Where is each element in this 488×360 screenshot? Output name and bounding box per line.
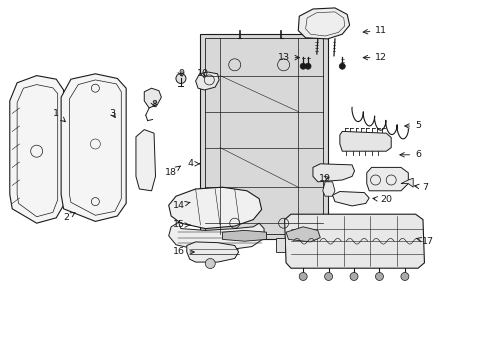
- Polygon shape: [339, 131, 390, 151]
- Text: 8: 8: [151, 100, 157, 109]
- Circle shape: [176, 73, 185, 84]
- Polygon shape: [168, 187, 261, 229]
- FancyBboxPatch shape: [200, 34, 327, 239]
- Text: 16: 16: [172, 248, 194, 256]
- Text: 4: 4: [187, 159, 199, 168]
- Polygon shape: [400, 178, 412, 187]
- Polygon shape: [61, 74, 126, 221]
- Text: 7: 7: [414, 183, 427, 192]
- Circle shape: [375, 273, 383, 280]
- Polygon shape: [298, 8, 349, 39]
- FancyBboxPatch shape: [205, 38, 322, 234]
- Polygon shape: [322, 182, 334, 196]
- Text: 20: 20: [372, 195, 391, 204]
- Text: 19: 19: [319, 174, 330, 183]
- Polygon shape: [366, 167, 407, 191]
- Polygon shape: [285, 227, 320, 242]
- Text: 13: 13: [277, 53, 299, 62]
- Text: 3: 3: [109, 109, 115, 118]
- Polygon shape: [222, 230, 266, 241]
- Polygon shape: [10, 76, 63, 223]
- Text: 15: 15: [172, 220, 190, 230]
- Circle shape: [339, 63, 345, 69]
- Polygon shape: [284, 214, 424, 268]
- Text: 10: 10: [197, 69, 208, 78]
- Text: 2: 2: [63, 212, 75, 222]
- Polygon shape: [312, 164, 354, 182]
- Text: 12: 12: [363, 53, 386, 62]
- Circle shape: [400, 273, 408, 280]
- Polygon shape: [332, 192, 368, 206]
- Circle shape: [349, 273, 357, 280]
- Text: 5: 5: [404, 121, 420, 130]
- Text: 1: 1: [53, 109, 65, 122]
- Text: 11: 11: [363, 26, 386, 35]
- Text: 17: 17: [415, 237, 433, 246]
- Circle shape: [299, 273, 306, 280]
- Polygon shape: [136, 130, 155, 191]
- Polygon shape: [168, 222, 264, 250]
- Polygon shape: [276, 238, 284, 252]
- Circle shape: [205, 258, 215, 269]
- Text: 6: 6: [399, 150, 420, 159]
- Text: 14: 14: [172, 201, 190, 210]
- Text: 18: 18: [165, 166, 180, 177]
- Circle shape: [324, 273, 332, 280]
- Polygon shape: [186, 242, 238, 262]
- Circle shape: [300, 63, 305, 69]
- Circle shape: [305, 63, 310, 69]
- Polygon shape: [195, 72, 219, 90]
- Polygon shape: [144, 88, 161, 108]
- Text: 9: 9: [178, 69, 183, 78]
